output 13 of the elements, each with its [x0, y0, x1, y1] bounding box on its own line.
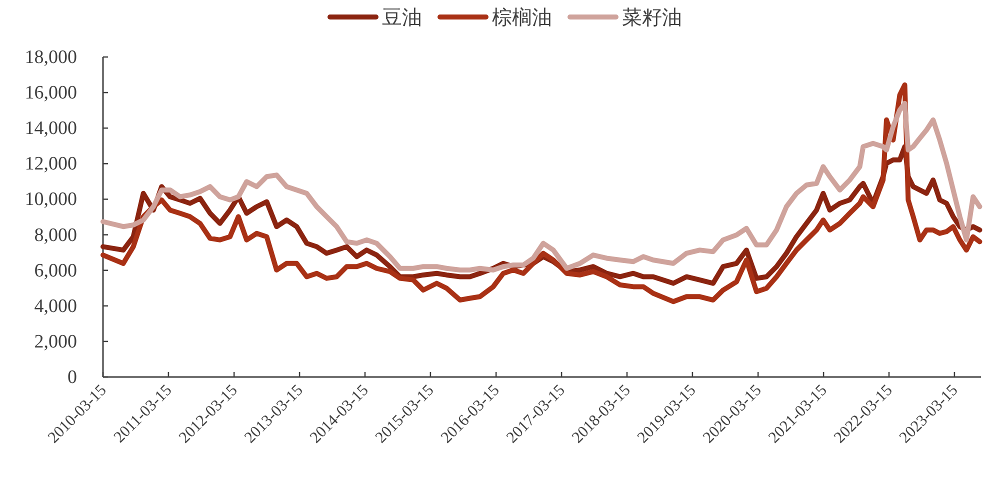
legend-label: 豆油 — [382, 7, 422, 29]
y-tick-label: 12,000 — [24, 154, 77, 175]
y-tick-label: 6,000 — [34, 260, 77, 282]
y-tick-label: 16,000 — [24, 82, 77, 104]
y-tick-label: 4,000 — [34, 296, 77, 317]
y-tick-label: 14,000 — [24, 118, 77, 140]
legend-label: 棕榈油 — [492, 7, 552, 29]
y-tick-label: 2,000 — [34, 331, 77, 352]
y-tick-label: 8,000 — [34, 224, 77, 246]
y-tick-label: 18,000 — [24, 47, 77, 68]
y-tick-label: 0 — [68, 367, 77, 388]
y-tick-label: 10,000 — [24, 189, 77, 210]
legend-label: 菜籽油 — [622, 7, 682, 29]
